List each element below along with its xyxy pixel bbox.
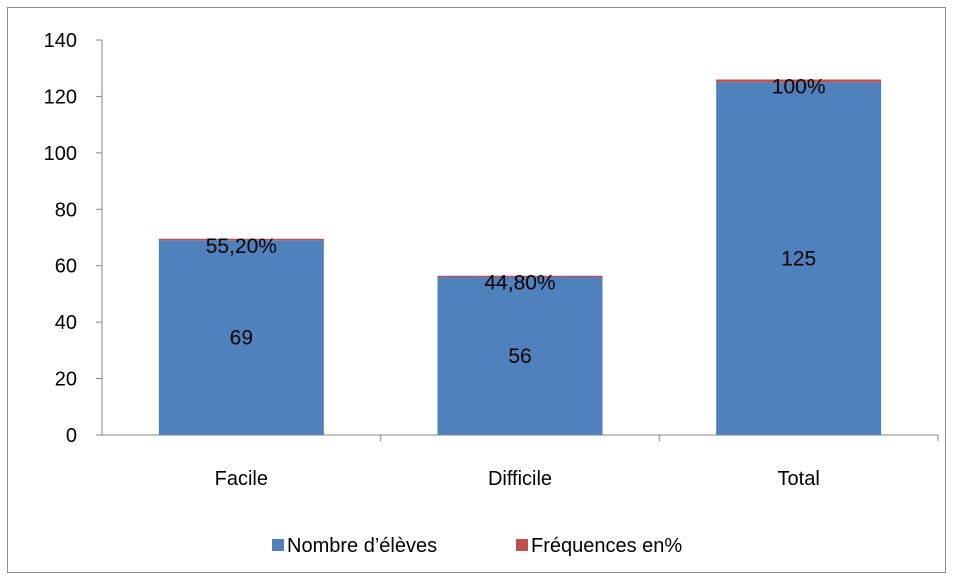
legend: Nombre d’élèves Fréquences en% [272,535,682,557]
data-label-frequence: 44,80% [484,272,555,295]
legend-swatch-nombre [272,539,284,551]
bar-frequence-facile [158,238,324,241]
legend-label-frequence: Fréquences en% [531,535,682,557]
bar-frequence-difficile [437,275,603,277]
y-tick-label: 40 [55,312,77,334]
x-tick-label: Difficile [488,468,552,490]
y-tick-label: 100 [44,143,77,165]
data-label-nombre: 125 [781,248,816,271]
y-tick-label: 80 [55,199,77,221]
x-axis-labels: Facile Difficile Total [215,468,820,490]
data-labels: 69 55,20% 56 44,80% 125 100% [206,76,826,369]
y-axis-ticks: 0 20 40 60 80 100 120 140 [44,30,102,447]
data-label-nombre: 56 [508,345,531,368]
bar-nombre-total [716,82,882,436]
x-tick-label: Facile [215,468,268,490]
x-tick-label: Total [778,468,820,490]
bar-nombre-difficile [437,277,603,435]
y-tick-label: 140 [44,30,77,52]
y-tick-label: 60 [55,256,77,278]
data-label-nombre: 69 [230,327,253,350]
y-tick-label: 0 [66,425,77,447]
bars [158,79,939,441]
legend-swatch-frequence [516,539,528,551]
y-tick-label: 120 [44,86,77,108]
data-label-frequence: 55,20% [206,235,277,258]
data-label-frequence: 100% [772,76,826,99]
bar-frequence-total [716,79,882,83]
bar-nombre-facile [158,240,324,435]
y-tick-label: 20 [55,369,77,391]
legend-label-nombre: Nombre d’élèves [287,535,437,557]
